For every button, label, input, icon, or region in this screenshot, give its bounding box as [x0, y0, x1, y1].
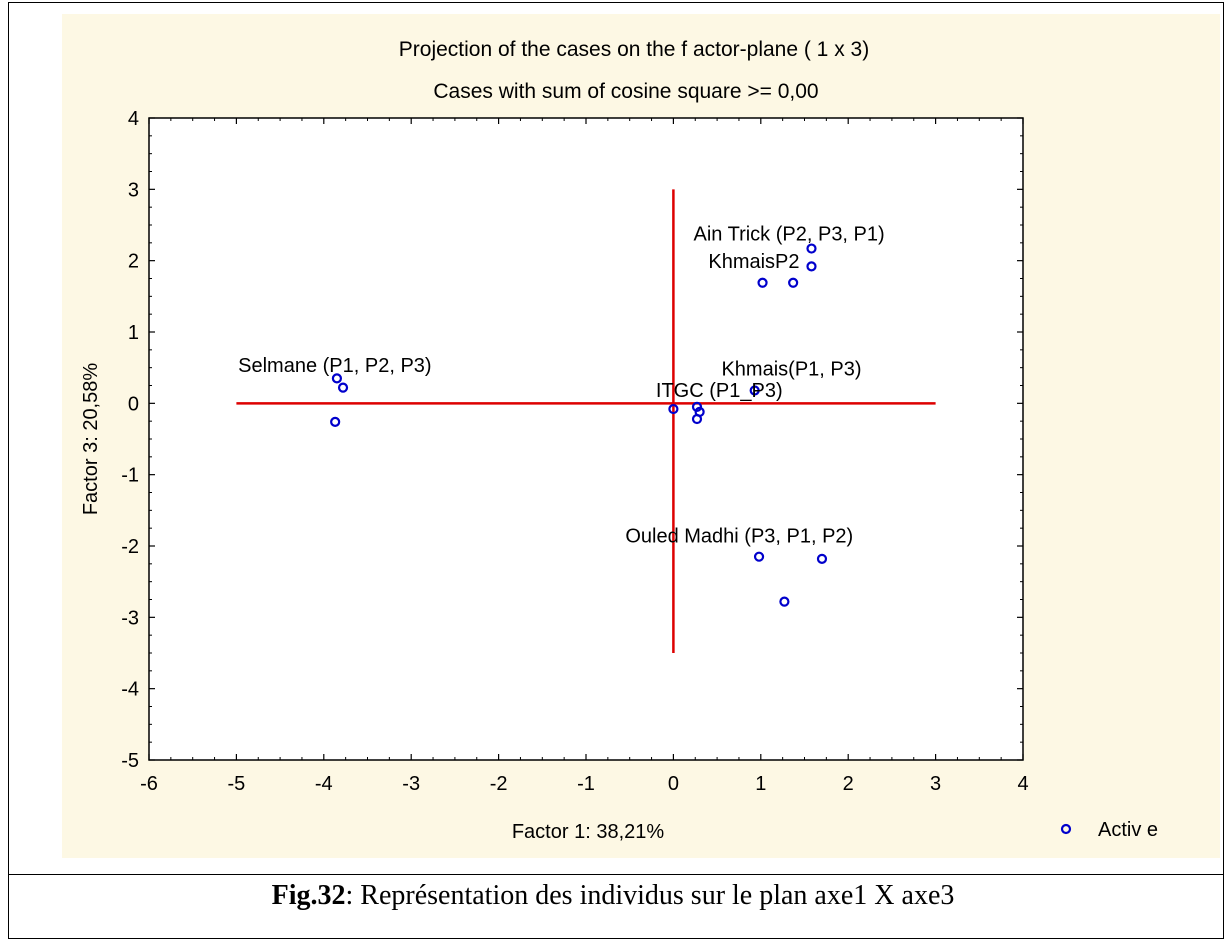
data-points — [330, 243, 828, 607]
caption-label: Fig.32 — [271, 880, 346, 911]
point-label: KhmaisP2 — [708, 251, 799, 273]
data-point — [806, 261, 817, 272]
data-point — [816, 553, 828, 564]
legend: Activ e — [1060, 819, 1158, 841]
x-tick-label: -1 — [577, 773, 595, 795]
y-tick-label: 0 — [128, 393, 139, 415]
y-tick-label: -5 — [121, 750, 139, 772]
data-point — [330, 416, 341, 427]
axis-ticks — [148, 117, 1024, 761]
chart-title: Projection of the cases on the f actor-p… — [399, 38, 869, 61]
point-label: Khmais(P1, P3) — [721, 359, 861, 381]
point-labels: Selmane (P1, P2, P3) Ain Trick (P2, P3, P… — [238, 224, 885, 548]
data-point — [331, 373, 343, 384]
point-label: Selmane (P1, P2, P3) — [238, 355, 431, 377]
data-point — [691, 401, 703, 412]
data-point — [806, 243, 817, 254]
data-point — [749, 385, 760, 396]
x-tick-label: -5 — [228, 773, 246, 795]
data-point — [788, 277, 799, 288]
legend-label: Activ e — [1098, 819, 1158, 841]
y-tick-label: -1 — [121, 465, 139, 487]
y-tick-label: -2 — [121, 536, 139, 558]
y-tick-label: 2 — [128, 251, 139, 273]
y-axis-label: Factor 3: 20,58% — [80, 363, 102, 516]
x-axis-label: Factor 1: 38,21% — [512, 821, 665, 843]
y-tick-label: -3 — [121, 607, 139, 629]
figure-caption: Fig.32: Représentation des individus sur… — [0, 880, 1226, 912]
x-tick-label: -3 — [402, 773, 420, 795]
x-tick-label: -6 — [140, 773, 158, 795]
x-tick-label: 0 — [668, 773, 679, 795]
x-tick-label: 1 — [755, 773, 766, 795]
chart-subtitle: Cases with sum of cosine square >= 0,00 — [433, 80, 818, 103]
point-label: ITGC (P1_P3) — [656, 380, 783, 402]
y-tick-labels: 4 3 2 1 0 -1 -2 -3 -4 -5 — [121, 108, 139, 772]
point-label: Ouled Madhi (P3, P1, P2) — [625, 525, 853, 547]
caption-row — [8, 874, 1224, 939]
x-tick-label: 3 — [930, 773, 941, 795]
y-tick-label: 1 — [128, 322, 139, 344]
data-point — [757, 277, 768, 288]
data-point — [337, 382, 349, 393]
plot-area — [148, 117, 1024, 761]
x-tick-label: -4 — [315, 773, 333, 795]
reference-lines — [236, 189, 936, 653]
y-tick-label: -4 — [121, 679, 139, 701]
x-tick-label: 4 — [1017, 773, 1028, 795]
data-point — [753, 551, 765, 562]
y-tick-label: 4 — [128, 108, 139, 130]
data-point — [691, 413, 703, 425]
data-point — [668, 403, 679, 415]
y-tick-label: 3 — [128, 179, 139, 201]
x-tick-label: -2 — [490, 773, 508, 795]
data-point — [779, 596, 790, 607]
legend-marker-icon — [1060, 823, 1072, 835]
x-tick-labels: -6 -5 -4 -3 -2 -1 0 1 2 3 4 — [140, 773, 1028, 795]
point-label: Ain Trick (P2, P3, P1) — [694, 224, 885, 246]
caption-text: : Représentation des individus sur le pl… — [345, 880, 955, 911]
x-tick-label: 2 — [843, 773, 854, 795]
